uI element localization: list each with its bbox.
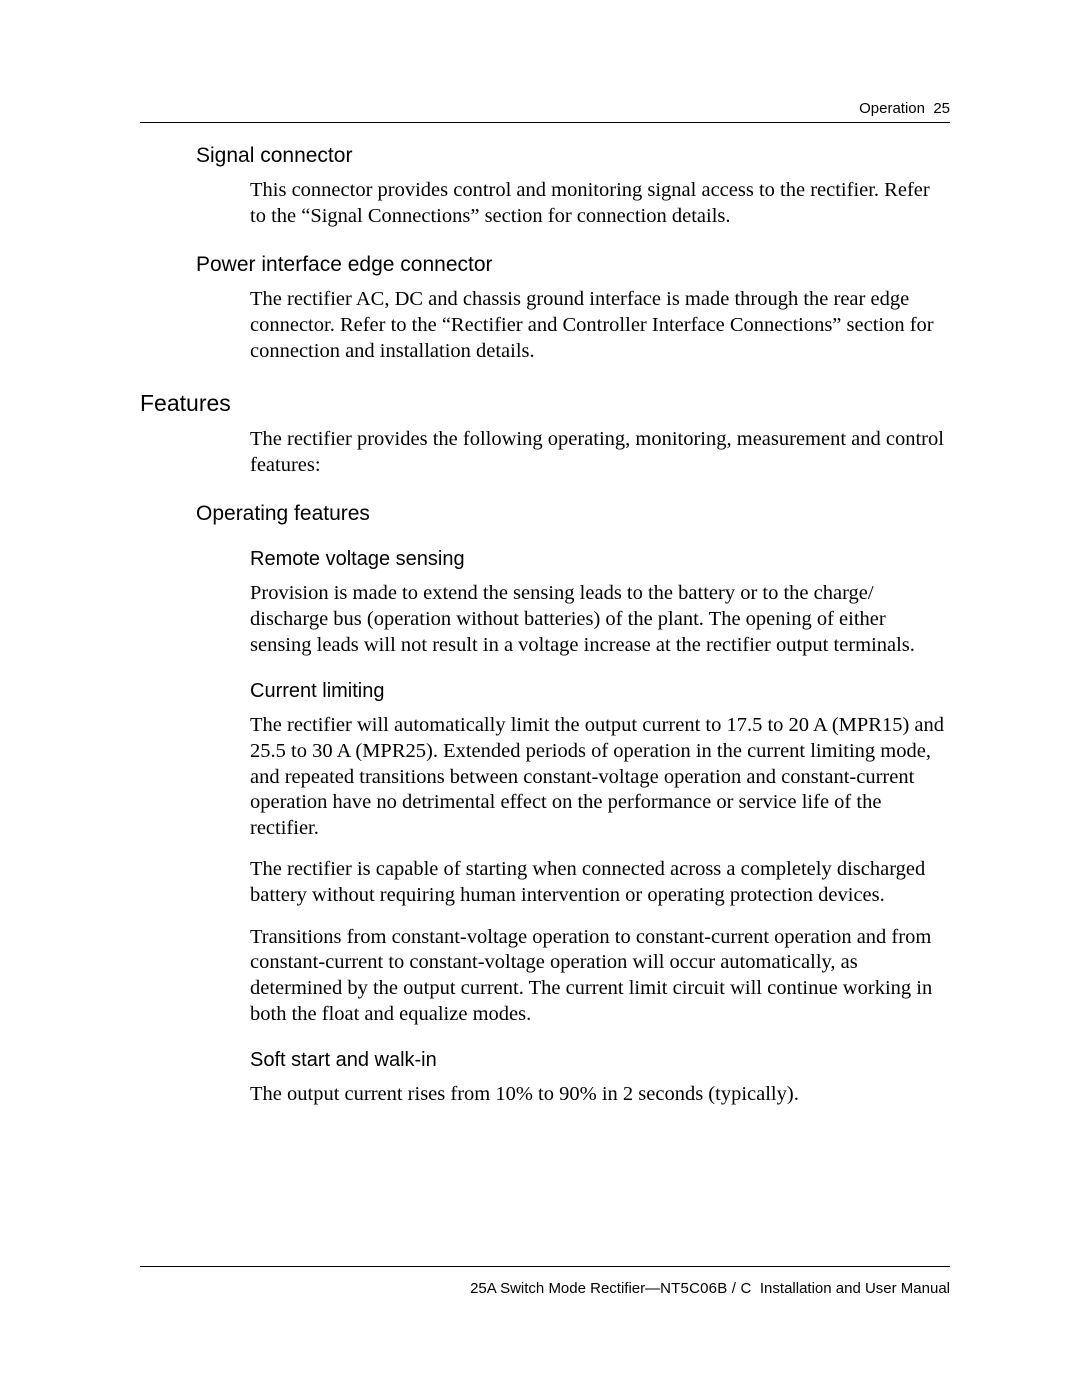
header-section: Operation (859, 100, 925, 117)
heading-features: Features (140, 390, 950, 417)
para-current-limiting-3: Transitions from constant-voltage operat… (250, 925, 950, 1028)
header-page-no: 25 (933, 100, 950, 117)
heading-signal-connector: Signal connector (196, 144, 950, 168)
footer-rule (140, 1266, 950, 1267)
heading-current-limiting: Current limiting (250, 680, 950, 703)
running-header: Operation 25 (859, 100, 950, 117)
heading-remote-voltage: Remote voltage sensing (250, 548, 950, 571)
footer-product: 25A Switch Mode Rectifier (470, 1280, 645, 1297)
para-features-1: The rectifier provides the following ope… (250, 427, 950, 478)
header-rule (140, 122, 950, 123)
footer-sep: — (645, 1280, 660, 1297)
content: Signal connector This connector provides… (140, 140, 950, 1247)
heading-operating-features: Operating features (196, 502, 950, 526)
para-soft-start-1: The output current rises from 10% to 90%… (250, 1082, 950, 1108)
para-remote-voltage-1: Provision is made to extend the sensing … (250, 581, 950, 658)
heading-soft-start: Soft start and walk-in (250, 1049, 950, 1072)
running-footer: 25A Switch Mode Rectifier—NT5C06B / C In… (470, 1280, 950, 1297)
para-current-limiting-2: The rectifier is capable of starting whe… (250, 857, 950, 908)
para-power-interface-1: The rectifier AC, DC and chassis ground … (250, 287, 950, 364)
para-signal-connector-1: This connector provides control and moni… (250, 178, 950, 229)
heading-power-interface: Power interface edge connector (196, 253, 950, 277)
footer-part-no: NT5C06B / C (660, 1280, 751, 1297)
footer-doc-type: Installation and User Manual (760, 1280, 950, 1297)
para-current-limiting-1: The rectifier will automatically limit t… (250, 713, 950, 841)
page: Operation 25 Signal connector This conne… (0, 0, 1080, 1397)
